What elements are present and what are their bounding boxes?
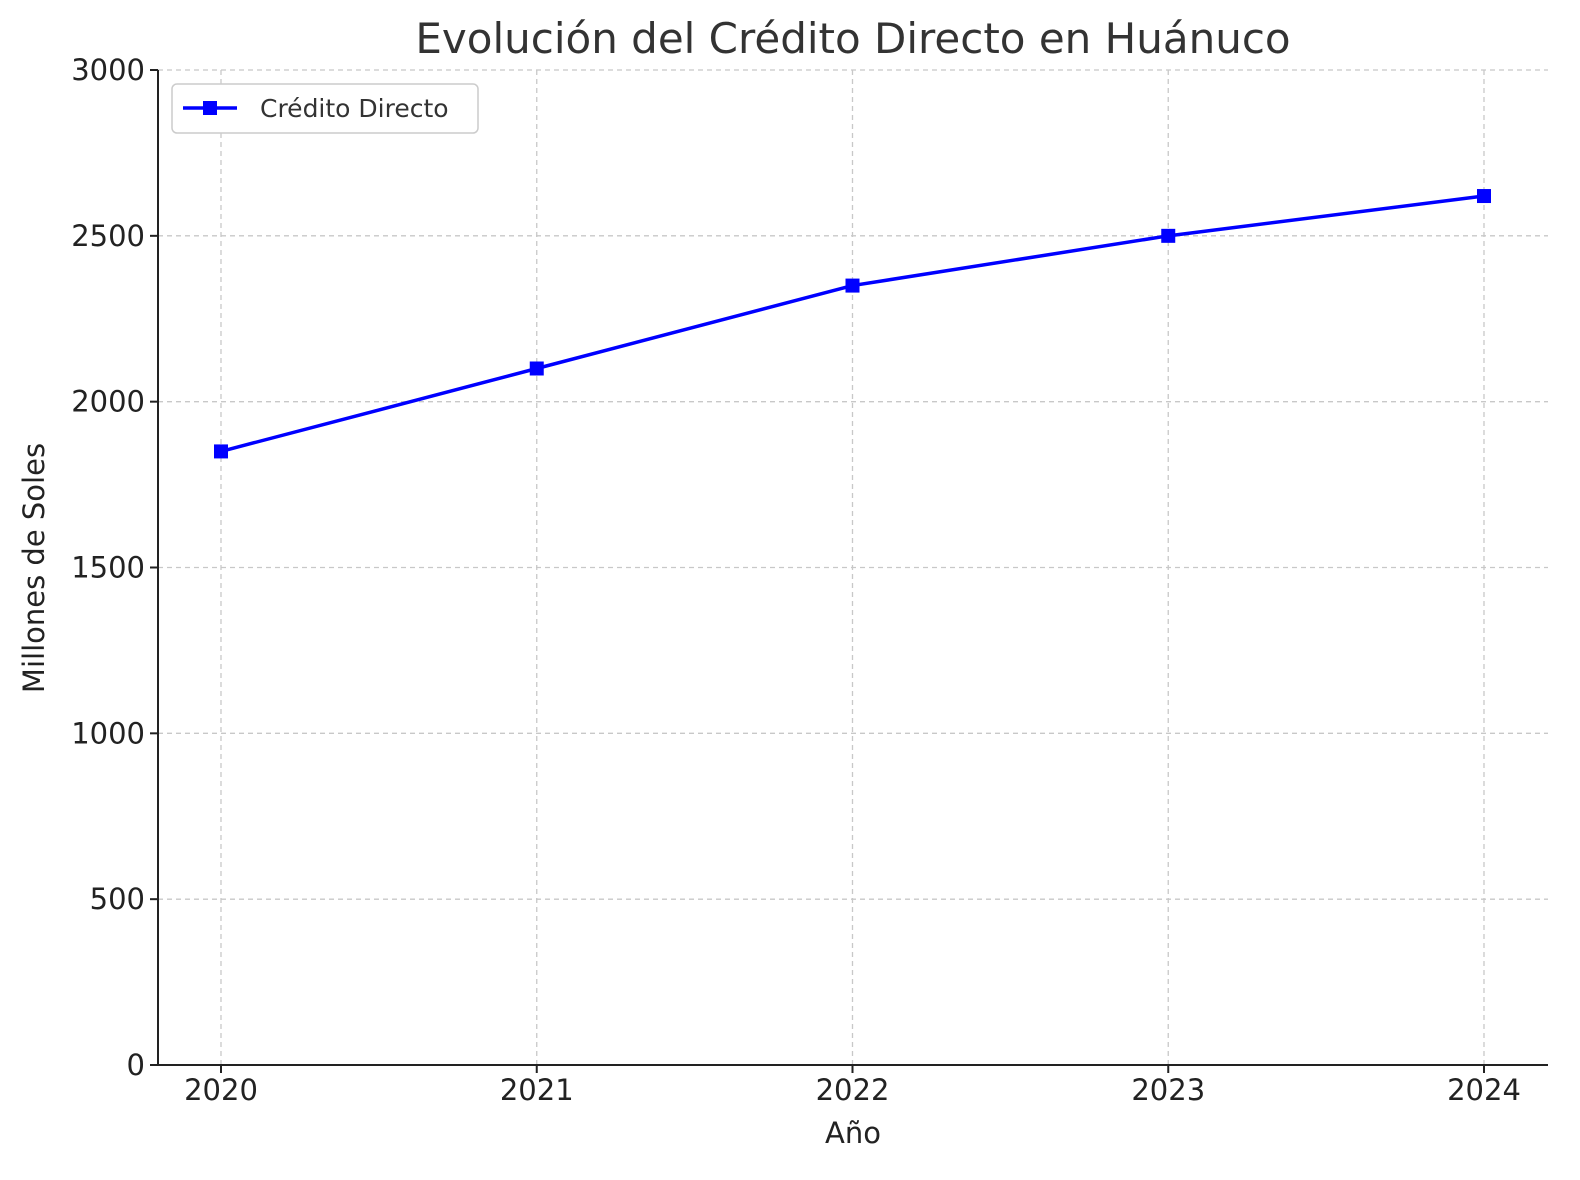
- data-point-marker: [529, 361, 544, 376]
- y-tick-label: 1500: [71, 551, 145, 585]
- tick-labels: 0 500 1000 1500 2000 2500 3000 2020 2021 2022 2023…: [71, 53, 1521, 1107]
- legend-frame: [171, 83, 479, 134]
- data-point-marker: [1161, 228, 1176, 243]
- grid: [158, 69, 1548, 1066]
- x-tick-label: 2024: [1447, 1073, 1521, 1107]
- chart-title: Evolución del Crédito Directo en Huánuco: [415, 14, 1290, 63]
- x-tick-label: 2023: [1131, 1073, 1205, 1107]
- x-axis-label: Año: [825, 1116, 881, 1150]
- legend-label: Crédito Directo: [260, 94, 449, 123]
- y-axis-label: Millones de Soles: [17, 443, 51, 693]
- axes: [150, 69, 1548, 1073]
- y-tick-label: 500: [90, 882, 145, 916]
- y-tick-label: 0: [127, 1048, 145, 1082]
- y-tick-label: 3000: [71, 53, 145, 87]
- data-point-marker: [214, 444, 228, 459]
- y-tick-label: 2500: [71, 219, 145, 253]
- x-tick-label: 2021: [500, 1073, 574, 1107]
- y-tick-label: 1000: [71, 716, 145, 750]
- x-tick-label: 2022: [816, 1073, 890, 1107]
- legend-marker-swatch: [203, 101, 217, 115]
- y-tick-label: 2000: [71, 385, 145, 419]
- data-point-marker: [845, 278, 860, 293]
- legend: Crédito Directo: [171, 83, 479, 134]
- series: [214, 189, 1491, 459]
- data-point-marker: [1477, 189, 1491, 204]
- x-tick-label: 2020: [184, 1073, 258, 1107]
